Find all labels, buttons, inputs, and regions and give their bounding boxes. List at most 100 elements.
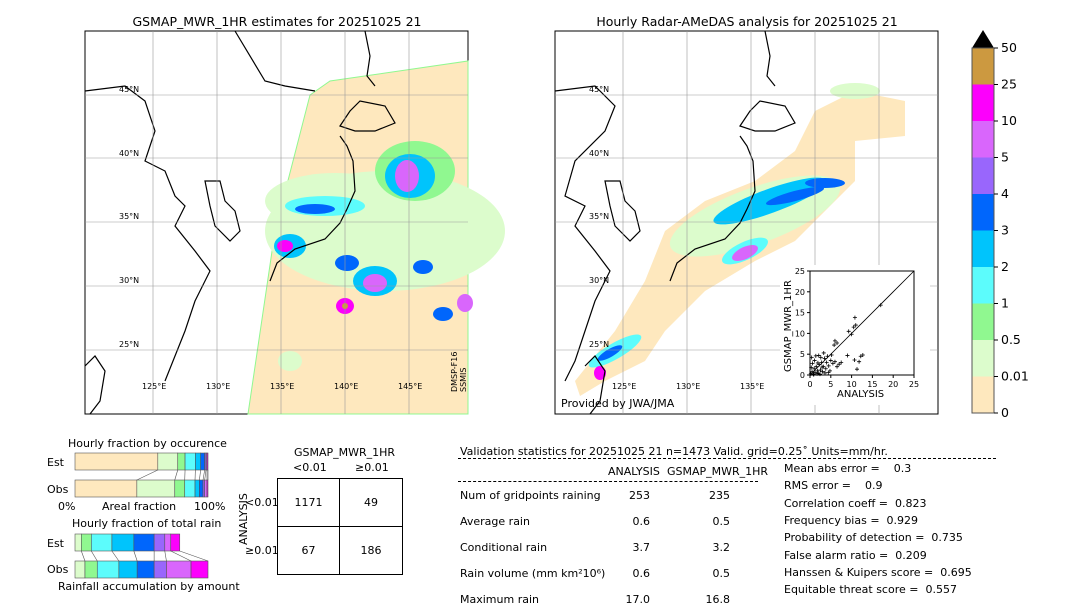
sensor-instrument: SSMIS bbox=[459, 367, 468, 393]
lat-label: 40°N bbox=[119, 149, 140, 158]
scatter-point bbox=[820, 369, 825, 374]
rain-fraction-title: Hourly fraction of total rain bbox=[72, 517, 222, 530]
lat-label: 30°N bbox=[589, 276, 610, 285]
col-header: ≥0.01 bbox=[355, 461, 389, 474]
connector-line bbox=[170, 550, 192, 562]
coastlines bbox=[554, 30, 796, 415]
connector-line bbox=[204, 469, 207, 481]
connector-line bbox=[199, 469, 201, 481]
colorbar-segment bbox=[972, 303, 994, 340]
score-line: Correlation coeff = 0.823 bbox=[784, 496, 927, 510]
connector-line bbox=[81, 550, 86, 562]
bar-segment bbox=[136, 560, 155, 579]
rain-fraction-xlabel: Rainfall accumulation by amount bbox=[58, 580, 240, 593]
colorbar-tick-label: 10 bbox=[1001, 113, 1017, 128]
stat-label: Rain volume (mm km²10⁶) bbox=[460, 567, 606, 580]
colorbar: 0 0.01 0.5 1 2 3 4 5 10 25 50 bbox=[971, 30, 1029, 420]
scatter-point bbox=[808, 371, 813, 376]
scatter-point bbox=[829, 353, 834, 358]
contingency-table: 1171 49 67 186 bbox=[277, 478, 403, 575]
data-credit: Provided by JWA/JMA bbox=[561, 397, 675, 410]
scatter-point bbox=[812, 366, 817, 371]
bar-segment bbox=[200, 452, 205, 471]
lon-label: 135°E bbox=[270, 382, 295, 391]
cell-hits: 186 bbox=[360, 544, 382, 557]
cell-misses: 67 bbox=[278, 527, 340, 574]
scatter-point bbox=[846, 329, 851, 334]
scatter-point bbox=[832, 359, 837, 364]
stat-label: Num of gridpoints raining bbox=[460, 489, 601, 502]
bar-segment bbox=[206, 479, 209, 498]
scatter-point bbox=[857, 359, 862, 364]
scatter-point bbox=[816, 353, 821, 358]
scatter-xlabel: ANALYSIS bbox=[837, 389, 885, 400]
occurrence-title: Hourly fraction by occurence bbox=[68, 437, 227, 450]
lat-label: 30°N bbox=[119, 276, 140, 285]
scatter-point bbox=[878, 303, 883, 308]
scatter-point bbox=[817, 372, 822, 377]
score-line: Hanssen & Kuipers score = 0.695 bbox=[784, 565, 972, 579]
scatter-point bbox=[809, 365, 814, 370]
left-map bbox=[84, 30, 505, 415]
colorbar-segment bbox=[972, 48, 994, 85]
scatter-point bbox=[822, 370, 827, 375]
scatter-point bbox=[828, 358, 833, 363]
scatter-point bbox=[823, 366, 828, 371]
score-line: Frequency bias = 0.929 bbox=[784, 513, 919, 527]
colorbar-tick-label: 50 bbox=[1001, 40, 1017, 55]
scatter-point bbox=[820, 365, 825, 370]
stat-analysis-value: 253 bbox=[629, 489, 650, 502]
bar-segment bbox=[118, 560, 138, 579]
colorbar-tick-label: 1 bbox=[1001, 296, 1009, 311]
scatter-point bbox=[855, 367, 860, 372]
occ-xlabel: Areal fraction bbox=[102, 500, 177, 513]
rain-field-right bbox=[588, 83, 880, 380]
score-line: False alarm ratio = 0.209 bbox=[784, 548, 927, 562]
stat-gsmap-value: 0.5 bbox=[712, 515, 731, 528]
bar-segment bbox=[166, 560, 192, 579]
y-tick-label: 25 bbox=[795, 267, 805, 276]
lon-label: 140°E bbox=[334, 382, 359, 391]
score-line: RMS error = 0.9 bbox=[784, 479, 883, 493]
graticule bbox=[85, 31, 468, 414]
contingency-title: GSMAP_MWR_1HR bbox=[294, 446, 396, 459]
colorbar-tick-label: 2 bbox=[1001, 259, 1009, 274]
lat-label: 35°N bbox=[119, 212, 140, 221]
scatter-point bbox=[812, 370, 817, 375]
lon-label: 145°E bbox=[398, 382, 423, 391]
lon-label: 135°E bbox=[740, 382, 765, 391]
connector-line bbox=[179, 550, 209, 562]
bar-segment bbox=[170, 533, 181, 552]
bar-segment bbox=[96, 560, 120, 579]
scatter-point bbox=[837, 362, 842, 367]
colorbar-tick-label: 5 bbox=[1001, 150, 1009, 165]
scatter-point bbox=[858, 354, 863, 359]
sensor-name: DMSP-F16 bbox=[450, 351, 459, 392]
scatter-point bbox=[845, 353, 850, 358]
scatter-point bbox=[822, 356, 827, 361]
bar-segment bbox=[204, 479, 208, 498]
scatter-plot: 0 5 10 15 20 25 0 5 10 15 20 25 bbox=[795, 267, 919, 389]
x-tick-label: 10 bbox=[847, 380, 857, 389]
scatter-ylabel: GSMAP_MWR_1HR bbox=[783, 280, 794, 372]
scatter-point bbox=[810, 369, 815, 374]
bar-segment bbox=[190, 560, 209, 579]
rain-field-left bbox=[265, 141, 505, 371]
connector-line bbox=[91, 550, 98, 562]
scatter-point bbox=[853, 323, 858, 328]
colorbar-tick-label: 0.5 bbox=[1001, 332, 1021, 347]
score-line: Equitable threat score = 0.557 bbox=[784, 583, 957, 597]
scatter-point bbox=[815, 360, 820, 365]
bar-segment bbox=[184, 479, 196, 498]
lat-label: 40°N bbox=[589, 149, 610, 158]
row-header: <0.01 bbox=[245, 496, 279, 509]
lon-label: 125°E bbox=[142, 382, 167, 391]
lat-label: 45°N bbox=[119, 85, 140, 94]
bar-segment bbox=[194, 479, 200, 498]
connector-line bbox=[136, 469, 158, 481]
cell-hits-none: 1171 bbox=[278, 479, 340, 527]
row-header: ≥0.01 bbox=[245, 544, 279, 557]
colorbar-extend-arrow bbox=[972, 30, 994, 48]
rain-est-label: Est bbox=[47, 537, 64, 550]
scatter-point bbox=[832, 343, 837, 348]
